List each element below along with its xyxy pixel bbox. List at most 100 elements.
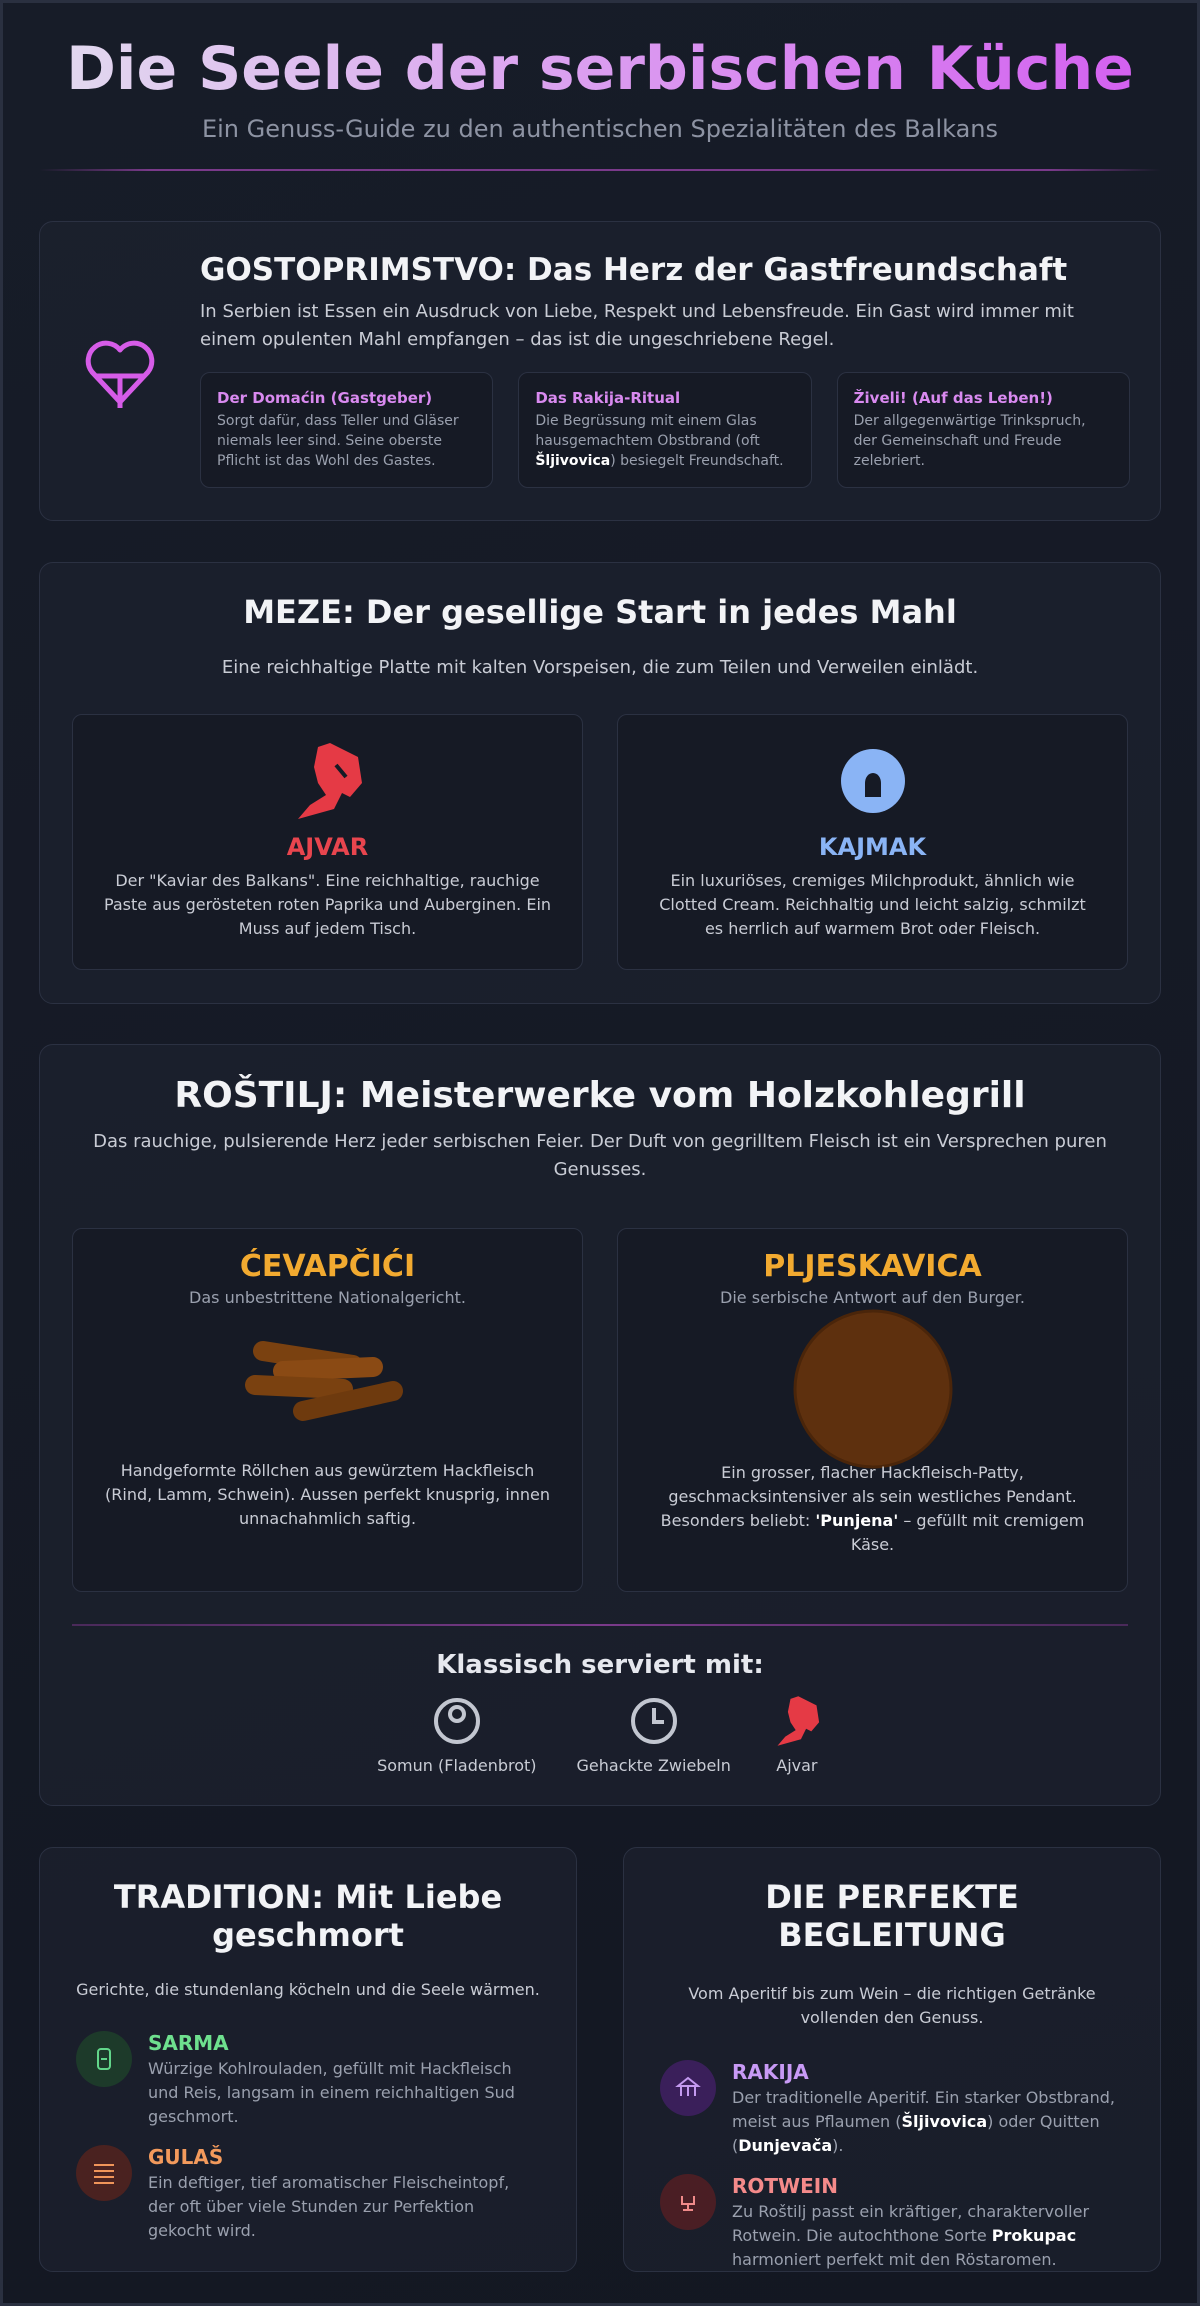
- item-name: RAKIJA: [732, 2060, 809, 2084]
- side-label: Ajvar: [776, 1756, 818, 1775]
- hospitality-cards: Der Domaćin (Gastgeber) Sorgt dafür, das…: [200, 372, 1130, 488]
- info-text: Sorgt dafür, dass Teller und Gläser niem…: [217, 411, 476, 471]
- sarma-icon: [76, 2031, 132, 2087]
- dish-tagline: Das unbestrittene Nationalgericht.: [189, 1288, 466, 1307]
- text: Der traditionelle Aperitif. Ein starker …: [732, 2088, 1115, 2131]
- info-card: Živeli! (Auf das Leben!) Der allgegenwär…: [836, 372, 1130, 488]
- meze-items: AJVAR Der "Kaviar des Balkans". Eine rei…: [72, 714, 1128, 970]
- drink-item: RAKIJA Der traditionelle Aperitif. Ein st…: [660, 2060, 1124, 2158]
- section-text: Eine reichhaltige Platte mit kalten Vors…: [221, 657, 979, 678]
- divider: [39, 169, 1161, 171]
- divider: [72, 1624, 1128, 1626]
- side: Ajvar: [771, 1696, 823, 1775]
- dish-tagline: Die serbische Antwort auf den Burger.: [720, 1288, 1025, 1307]
- text: Ein deftiger, tief aromatischer Fleische…: [148, 2173, 510, 2240]
- section-text: Das rauchige, pulsierende Herz jeder ser…: [93, 1131, 1107, 1180]
- text: ) oder Quitten (: [732, 2112, 1100, 2155]
- text: Sorgt dafür, dass Teller und Gläser niem…: [217, 413, 459, 469]
- section-title: DIE PERFEKTE BEGLEITUNG: [765, 1878, 1019, 1954]
- stew-item: GULAŠ Ein deftiger, tief aromatischer Fle…: [76, 2145, 540, 2243]
- patty-icon: [793, 1309, 952, 1469]
- dish-name: AJVAR: [286, 833, 369, 861]
- item-text: Zu Roštilj passt ein kräftiger, charakte…: [732, 2200, 1124, 2272]
- info-title: Der Domaćin (Gastgeber): [217, 389, 433, 407]
- text: ).: [832, 2136, 844, 2155]
- pepper-icon: [297, 743, 362, 819]
- sides-title: Klassisch serviert mit:: [436, 1650, 764, 1680]
- text: Handgeformte Röllchen aus gewürztem Hack…: [105, 1461, 550, 1528]
- dish-text: Handgeformte Röllchen aus gewürztem Hack…: [103, 1459, 552, 1531]
- bold: 'Punjena': [815, 1511, 899, 1530]
- dish-name: KAJMAK: [818, 833, 927, 861]
- item-body: ROTWEIN Zu Roštilj passt ein kräftiger, c…: [732, 2174, 1124, 2272]
- dish-card: PLJESKAVICA Die serbische Antwort auf de…: [617, 1228, 1128, 1592]
- bold: Prokupac: [991, 2226, 1077, 2245]
- dish-text: Der "Kaviar des Balkans". Eine reichhalt…: [103, 871, 552, 938]
- cream-icon: [840, 749, 905, 813]
- text: – gefüllt mit cremigem Käse.: [850, 1511, 1085, 1554]
- item-text: Der traditionelle Aperitif. Ein starker …: [732, 2086, 1124, 2158]
- info-title: Das Rakija-Ritual: [535, 389, 681, 407]
- dish-text: Ein grosser, flacher Hackfleisch-Patty, …: [648, 1461, 1097, 1557]
- text: Die Begrüssung mit einem Glas hausgemach…: [535, 413, 760, 449]
- heart-icon: [85, 340, 155, 408]
- item-text: Ein deftiger, tief aromatischer Fleische…: [148, 2171, 540, 2243]
- item-body: RAKIJA Der traditionelle Aperitif. Ein st…: [732, 2060, 1124, 2158]
- text: Zu Roštilj passt ein kräftiger, charakte…: [732, 2202, 1090, 2245]
- section-title: ROŠTILJ: Meisterwerke vom Holzkohlegrill: [174, 1075, 1026, 1116]
- bold: Šljivovica: [901, 2112, 988, 2131]
- text: harmoniert perfekt mit den Röstaromen.: [732, 2250, 1057, 2269]
- side: Somun (Fladenbrot): [377, 1696, 537, 1775]
- side-label: Gehackte Zwiebeln: [576, 1756, 731, 1775]
- pepper-icon: [777, 1696, 819, 1746]
- info-card: Das Rakija-Ritual Die Begrüssung mit ein…: [518, 372, 812, 488]
- item-body: GULAŠ Ein deftiger, tief aromatischer Fle…: [148, 2145, 540, 2243]
- drinks-card: DIE PERFEKTE BEGLEITUNG Vom Aperitif bis…: [623, 1847, 1161, 2272]
- text: Würzige Kohlrouladen, gefüllt mit Hackfl…: [148, 2059, 515, 2126]
- section-text: Gerichte, die stundenlang köcheln und di…: [76, 1980, 540, 1999]
- hospitality-body: GOSTOPRIMSTVO: Das Herz der Gastfreundsc…: [200, 252, 1130, 488]
- bold: Šljivovica: [535, 453, 611, 469]
- text: Ein grosser, flacher Hackfleisch-Patty, …: [660, 1463, 1077, 1530]
- item-name: GULAŠ: [148, 2145, 224, 2169]
- section-title: GOSTOPRIMSTVO: Das Herz der Gastfreundsc…: [200, 252, 1068, 288]
- item-name: SARMA: [148, 2031, 229, 2055]
- tradition-card: TRADITION: Mit Liebe geschmort Gerichte,…: [39, 1847, 577, 2272]
- side-label: Somun (Fladenbrot): [377, 1756, 537, 1775]
- item-text: Würzige Kohlrouladen, gefüllt mit Hackfl…: [148, 2057, 540, 2129]
- dish-text: Ein luxuriöses, cremiges Milchprodukt, ä…: [659, 871, 1086, 938]
- info-title: Živeli! (Auf das Leben!): [853, 389, 1053, 407]
- title: Die Seele der serbischen Küche: [39, 31, 1161, 107]
- dish-card: ĆEVAPČIĆI Das unbestrittene Nationalgeri…: [72, 1228, 583, 1592]
- meze-card: MEZE: Der gesellige Start in jedes Mahl …: [39, 562, 1161, 1004]
- hospitality-card: GOSTOPRIMSTVO: Das Herz der Gastfreundsc…: [39, 221, 1161, 521]
- info-text: Die Begrüssung mit einem Glas hausgemach…: [535, 411, 794, 471]
- section-text: Vom Aperitif bis zum Wein – die richtige…: [688, 1984, 1096, 2027]
- dish-name: ĆEVAPČIĆI: [239, 1249, 416, 1284]
- bold: Dunjevača: [738, 2136, 833, 2155]
- onion-icon: [630, 1698, 677, 1744]
- bread-icon: [433, 1698, 480, 1744]
- side: Gehackte Zwiebeln: [577, 1696, 731, 1775]
- gulas-icon: [76, 2145, 132, 2201]
- cevapi-icon: [244, 1341, 403, 1421]
- rakija-icon: [660, 2060, 716, 2116]
- info-text: Der allgegenwärtige Trinkspruch, der Gem…: [854, 411, 1113, 471]
- section-title: TRADITION: Mit Liebe geschmort: [113, 1878, 503, 1954]
- drink-item: ROTWEIN Zu Roštilj passt ein kräftiger, c…: [660, 2174, 1124, 2272]
- subtitle: Ein Genuss-Guide zu den authentischen Sp…: [201, 115, 999, 143]
- text: ) besiegelt Freundschaft.: [610, 453, 784, 469]
- item-name: ROTWEIN: [732, 2174, 838, 2198]
- rostilj-card: ROŠTILJ: Meisterwerke vom Holzkohlegrill…: [39, 1044, 1161, 1806]
- section-text: In Serbien ist Essen ein Ausdruck von Li…: [200, 301, 1074, 350]
- dish-card: KAJMAK Ein luxuriöses, cremiges Milchpro…: [617, 714, 1128, 970]
- content: Die Seele der serbischen Küche Ein Genus…: [39, 3, 1161, 2272]
- sides: Somun (Fladenbrot) Gehackte Zwiebeln Ajv…: [40, 1696, 1160, 1775]
- wine-icon: [660, 2174, 716, 2230]
- section-title: MEZE: Der gesellige Start in jedes Mahl: [243, 593, 957, 631]
- dish-card: AJVAR Der "Kaviar des Balkans". Eine rei…: [72, 714, 583, 970]
- item-body: SARMA Würzige Kohlrouladen, gefüllt mit H…: [148, 2031, 540, 2129]
- stew-item: SARMA Würzige Kohlrouladen, gefüllt mit H…: [76, 2031, 540, 2129]
- grill-items: ĆEVAPČIĆI Das unbestrittene Nationalgeri…: [72, 1228, 1128, 1592]
